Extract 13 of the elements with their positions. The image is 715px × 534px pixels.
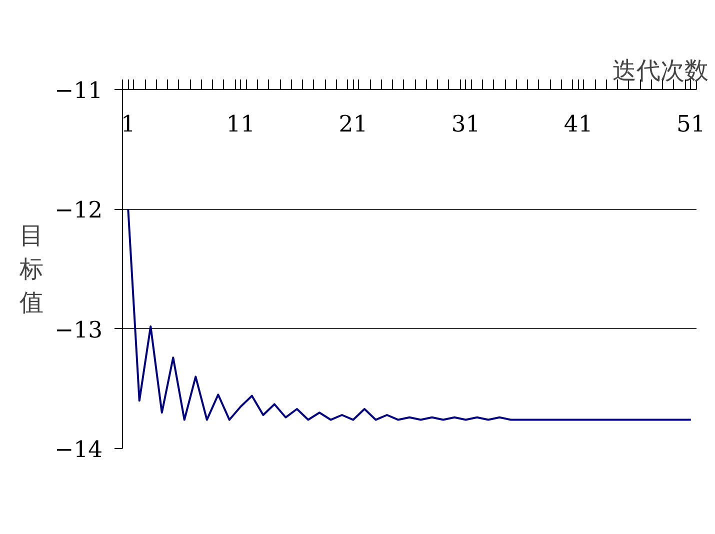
- x-tick-label: 31: [451, 112, 480, 138]
- line-series: [127, 208, 692, 421]
- x-axis-title: 迭代次数: [612, 56, 708, 84]
- x-tick-label: 41: [564, 112, 593, 138]
- x-tick-label: 51: [676, 112, 706, 138]
- x-tick-label: 1: [120, 112, 136, 138]
- y-tick-label: −13: [54, 317, 103, 344]
- y-tick-label: −14: [54, 437, 103, 463]
- x-tick-label: 21: [338, 112, 368, 138]
- x-tick-label: 11: [226, 112, 256, 138]
- y-tick-label: −12: [54, 198, 103, 224]
- y-axis-title: 目标值: [18, 221, 44, 317]
- y-tick-label: −11: [54, 78, 103, 104]
